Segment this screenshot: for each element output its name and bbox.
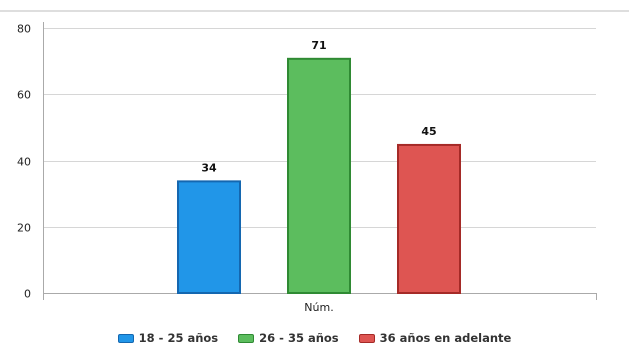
legend-swatch [358, 333, 375, 343]
y-tick-label: 80 [17, 23, 31, 36]
bar-2 [287, 57, 351, 294]
bar-1 [177, 180, 241, 294]
y-tick-label: 0 [24, 288, 31, 301]
bar-layer [177, 57, 461, 294]
legend-swatch [238, 333, 255, 343]
bar-3 [397, 143, 461, 294]
legend-label: 36 años en adelante [379, 331, 512, 345]
legend-item-1[interactable]: 18 - 25 años [117, 331, 219, 345]
legend-label: 26 - 35 años [259, 331, 339, 345]
legend-item-2[interactable]: 26 - 35 años [238, 331, 339, 345]
data-label-1: 34 [201, 161, 217, 174]
label-layer: 34 71 45 [201, 39, 436, 175]
data-label-3: 45 [421, 125, 436, 138]
data-label-2: 71 [311, 39, 326, 52]
legend-swatch [117, 333, 134, 343]
x-category-label: Núm. [304, 301, 333, 314]
legend: 18 - 25 años 26 - 35 años 36 años en adela… [0, 330, 629, 346]
y-tick-label: 60 [17, 89, 31, 102]
legend-item-3[interactable]: 36 años en adelante [358, 331, 512, 345]
y-tick-label: 20 [17, 222, 31, 235]
y-tick-label: 40 [17, 156, 31, 169]
legend-label: 18 - 25 años [138, 331, 219, 345]
